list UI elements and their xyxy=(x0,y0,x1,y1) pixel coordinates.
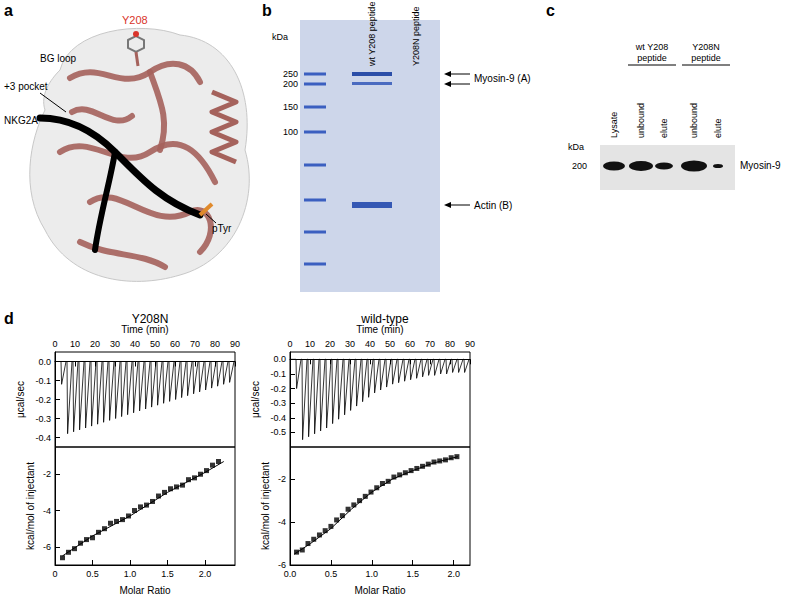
svg-text:μcal/sec: μcal/sec xyxy=(15,381,26,418)
svg-text:-0.2: -0.2 xyxy=(270,384,286,394)
svg-text:1.0: 1.0 xyxy=(366,569,379,579)
svg-text:80: 80 xyxy=(210,339,220,349)
svg-text:10: 10 xyxy=(70,339,80,349)
svg-text:Myosin-9: Myosin-9 xyxy=(740,160,781,171)
svg-text:μcal/sec: μcal/sec xyxy=(250,381,261,418)
svg-text:elute: elute xyxy=(659,118,669,138)
svg-text:Time (min): Time (min) xyxy=(121,323,169,335)
svg-text:0: 0 xyxy=(52,569,57,579)
svg-text:Molar Ratio: Molar Ratio xyxy=(119,585,171,596)
svg-text:Y208N: Y208N xyxy=(692,42,720,52)
svg-text:-0.1: -0.1 xyxy=(270,369,286,379)
svg-text:50: 50 xyxy=(150,339,160,349)
svg-text:-0.1: -0.1 xyxy=(35,376,51,386)
svg-text:-2: -2 xyxy=(43,469,51,479)
svg-text:70: 70 xyxy=(190,339,200,349)
svg-text:0: 0 xyxy=(287,339,292,349)
svg-text:1.5: 1.5 xyxy=(406,569,419,579)
svg-text:20: 20 xyxy=(325,339,335,349)
svg-text:-0.2: -0.2 xyxy=(35,395,51,405)
svg-text:-6: -6 xyxy=(43,542,51,552)
svg-text:40: 40 xyxy=(365,339,375,349)
svg-text:kDa: kDa xyxy=(568,142,584,152)
svg-text:100: 100 xyxy=(283,127,298,137)
svg-text:Time (min): Time (min) xyxy=(356,323,404,335)
svg-text:-2: -2 xyxy=(278,474,286,484)
svg-text:wild-type: wild-type xyxy=(360,312,409,326)
svg-text:0.5: 0.5 xyxy=(86,569,99,579)
svg-text:wt Y208: wt Y208 xyxy=(635,42,668,52)
svg-text:150: 150 xyxy=(283,102,298,112)
svg-text:0: 0 xyxy=(52,339,57,349)
svg-text:Actin (B): Actin (B) xyxy=(474,200,512,211)
svg-text:70: 70 xyxy=(425,339,435,349)
svg-text:200: 200 xyxy=(283,79,298,89)
svg-text:elute: elute xyxy=(713,118,723,138)
svg-text:1.5: 1.5 xyxy=(161,569,174,579)
svg-text:Y208N peptide: Y208N peptide xyxy=(411,6,421,66)
svg-text:60: 60 xyxy=(405,339,415,349)
svg-text:-6: -6 xyxy=(278,560,286,570)
svg-text:kcal/mol of injectant: kcal/mol of injectant xyxy=(25,462,36,550)
svg-text:pTyr: pTyr xyxy=(212,223,232,234)
svg-text:60: 60 xyxy=(170,339,180,349)
svg-text:90: 90 xyxy=(465,339,475,349)
svg-text:NKG2A: NKG2A xyxy=(4,115,38,126)
svg-text:2.0: 2.0 xyxy=(199,569,212,579)
svg-text:20: 20 xyxy=(90,339,100,349)
svg-text:50: 50 xyxy=(385,339,395,349)
svg-text:0.5: 0.5 xyxy=(325,569,338,579)
svg-text:peptide: peptide xyxy=(637,53,667,63)
svg-text:BG loop: BG loop xyxy=(40,53,77,64)
svg-text:b: b xyxy=(262,2,272,19)
svg-text:-4: -4 xyxy=(43,506,51,516)
svg-text:d: d xyxy=(4,310,14,327)
svg-text:Myosin-9 (A): Myosin-9 (A) xyxy=(474,73,531,84)
svg-text:-0.4: -0.4 xyxy=(270,413,286,423)
svg-text:-0.3: -0.3 xyxy=(270,398,286,408)
svg-text:Y208N: Y208N xyxy=(132,312,169,326)
svg-text:kcal/mol of injectant: kcal/mol of injectant xyxy=(260,462,271,550)
svg-text:c: c xyxy=(546,2,555,19)
svg-text:0.0: 0.0 xyxy=(284,569,297,579)
svg-text:Y208: Y208 xyxy=(122,14,148,26)
svg-text:Molar Ratio: Molar Ratio xyxy=(354,585,406,596)
svg-text:unbound: unbound xyxy=(689,103,699,138)
svg-text:unbound: unbound xyxy=(636,103,646,138)
svg-text:0.0: 0.0 xyxy=(38,357,51,367)
svg-text:-0.5: -0.5 xyxy=(270,427,286,437)
svg-text:30: 30 xyxy=(345,339,355,349)
svg-text:peptide: peptide xyxy=(691,53,721,63)
svg-text:80: 80 xyxy=(445,339,455,349)
svg-text:30: 30 xyxy=(110,339,120,349)
svg-text:0.0: 0.0 xyxy=(273,354,286,364)
svg-text:+3 pocket: +3 pocket xyxy=(4,81,48,92)
svg-text:90: 90 xyxy=(230,339,240,349)
svg-text:Lysate: Lysate xyxy=(609,112,619,138)
svg-text:10: 10 xyxy=(305,339,315,349)
svg-text:250: 250 xyxy=(283,69,298,79)
svg-text:-4: -4 xyxy=(278,517,286,527)
svg-text:-0.4: -0.4 xyxy=(35,433,51,443)
svg-text:2.0: 2.0 xyxy=(447,569,460,579)
svg-text:wt Y208 peptide: wt Y208 peptide xyxy=(367,2,377,67)
svg-text:-0.3: -0.3 xyxy=(35,414,51,424)
svg-text:kDa: kDa xyxy=(272,32,288,42)
svg-text:1.0: 1.0 xyxy=(124,569,137,579)
svg-text:a: a xyxy=(4,2,13,19)
svg-text:200: 200 xyxy=(572,161,587,171)
svg-text:40: 40 xyxy=(130,339,140,349)
